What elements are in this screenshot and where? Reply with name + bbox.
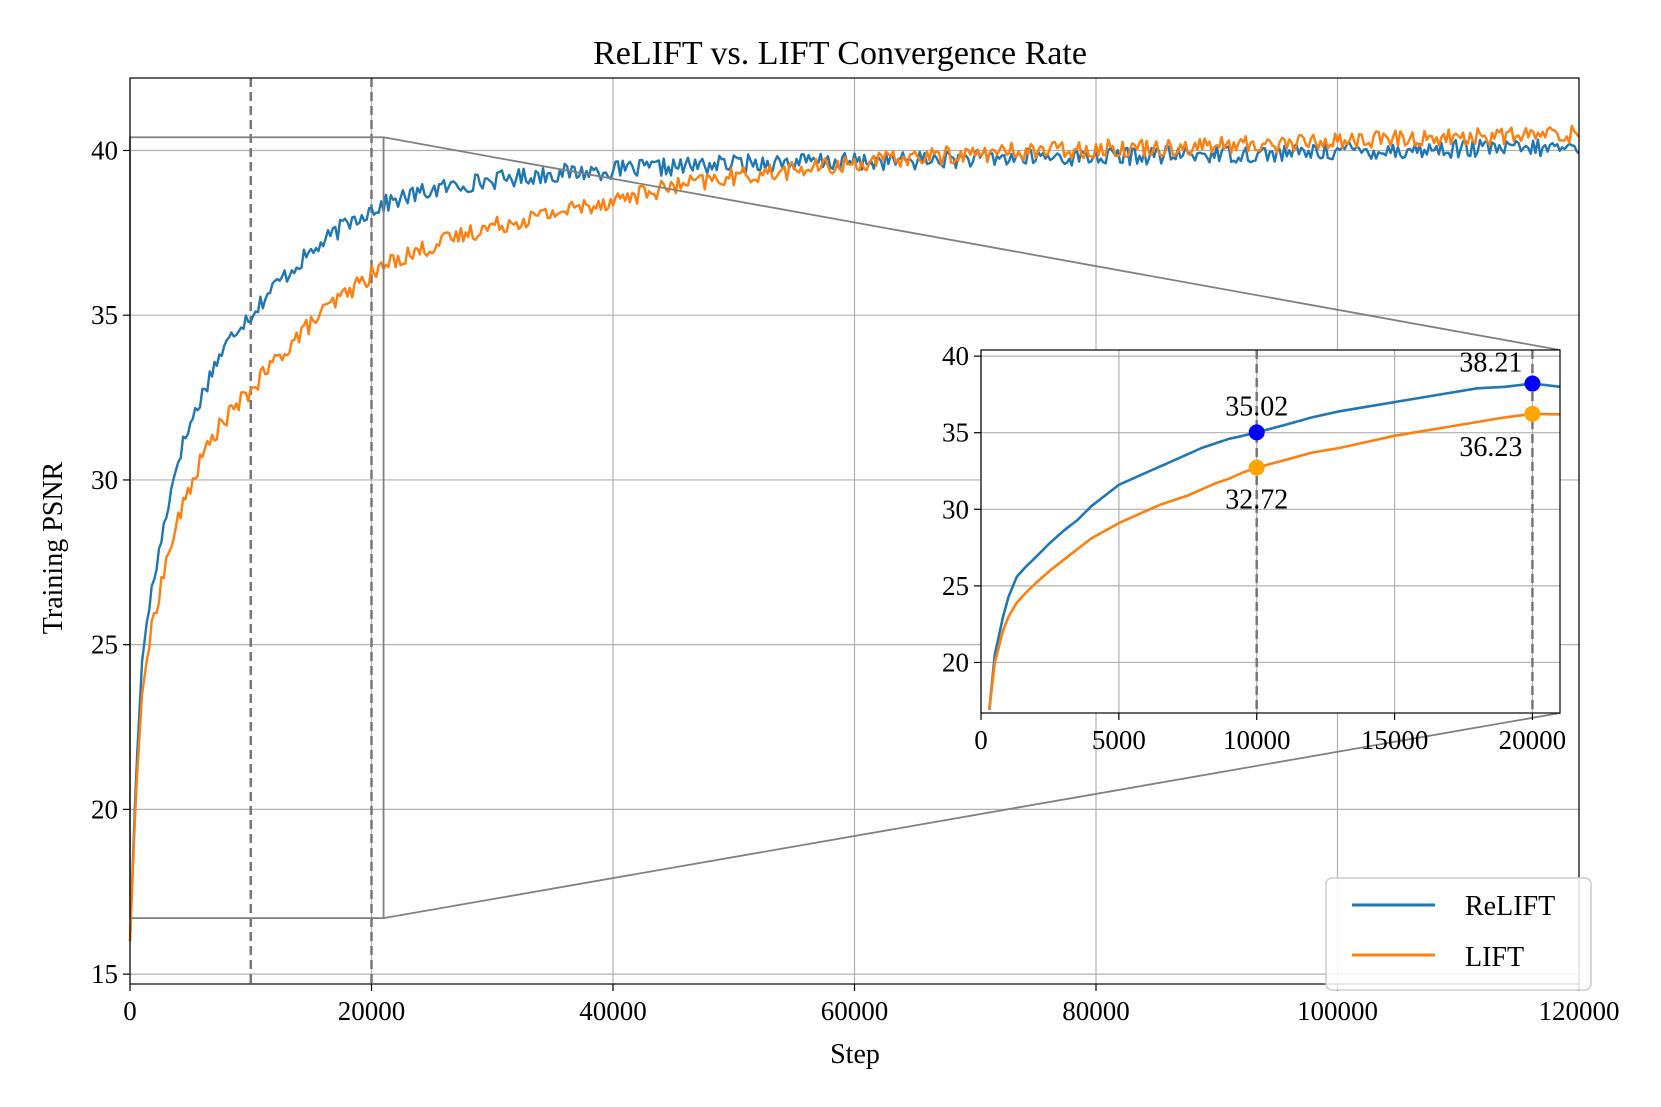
annotation-point-lift bbox=[1524, 405, 1541, 422]
legend-label-relift: ReLIFT bbox=[1465, 891, 1555, 922]
annotation-point-relift bbox=[1248, 424, 1265, 441]
main-y-tick-label: 20 bbox=[91, 794, 118, 824]
main-x-tick-label: 80000 bbox=[1062, 996, 1130, 1026]
main-y-tick-labels: 15 20 25 30 35 40 bbox=[91, 135, 130, 989]
annotation-point-lift bbox=[1248, 459, 1265, 476]
inset-y-tick-label: 35 bbox=[942, 418, 969, 448]
main-y-tick-label: 40 bbox=[91, 135, 118, 165]
inset-y-tick-labels: 20 25 30 35 40 bbox=[942, 341, 981, 677]
annotation-label: 32.72 bbox=[1225, 485, 1288, 516]
inset-x-tick-labels: 0 5000 10000 15000 20000 bbox=[974, 713, 1566, 755]
series-line-lift bbox=[128, 124, 1580, 942]
inset-zoom-chart: 35.02 32.72 38.21 36.23 0 5000 10000 15000 2000… bbox=[942, 341, 1566, 755]
series-line-relift bbox=[128, 138, 1580, 942]
inset-background bbox=[981, 350, 1560, 713]
inset-y-tick-label: 20 bbox=[942, 647, 969, 677]
inset-series-line-lift bbox=[988, 412, 1561, 711]
main-x-tick-label: 20000 bbox=[338, 996, 406, 1026]
legend-label-lift: LIFT bbox=[1465, 942, 1524, 973]
main-x-tick-label: 40000 bbox=[579, 996, 647, 1026]
zoom-connector-top bbox=[383, 136, 1561, 351]
x-axis-label: Step bbox=[830, 1039, 880, 1070]
inset-annotation-points: 35.02 32.72 38.21 36.23 bbox=[1225, 348, 1541, 516]
y-axis-label: Training PSNR bbox=[38, 461, 69, 634]
inset-x-tick-label: 20000 bbox=[1499, 725, 1567, 755]
main-x-tick-label: 0 bbox=[123, 996, 137, 1026]
zoom-connector-bottom bbox=[383, 712, 1561, 919]
main-x-tick-label: 120000 bbox=[1539, 996, 1620, 1026]
chart-title: ReLIFT vs. LIFT Convergence Rate bbox=[593, 35, 1087, 72]
annotation-point-relift bbox=[1524, 375, 1541, 392]
legend: ReLIFT LIFT bbox=[1325, 877, 1592, 991]
inset-x-tick-label: 10000 bbox=[1223, 725, 1291, 755]
main-vertical-markers bbox=[249, 78, 373, 984]
main-y-tick-label: 25 bbox=[91, 630, 118, 660]
main-x-tick-label: 60000 bbox=[821, 996, 889, 1026]
inset-series-lines bbox=[988, 382, 1561, 711]
annotation-label: 36.23 bbox=[1459, 432, 1522, 463]
inset-y-tick-label: 25 bbox=[942, 571, 969, 601]
annotation-label: 38.21 bbox=[1459, 348, 1522, 379]
inset-series-line-relift bbox=[988, 382, 1561, 711]
inset-x-tick-label: 15000 bbox=[1361, 725, 1429, 755]
inset-plot-frame bbox=[980, 349, 1561, 714]
main-y-tick-label: 30 bbox=[91, 465, 118, 495]
main-y-tick-label: 15 bbox=[91, 959, 118, 989]
main-series-lines bbox=[128, 124, 1580, 942]
main-y-tick-label: 35 bbox=[91, 300, 118, 330]
inset-x-tick-label: 0 bbox=[974, 725, 988, 755]
main-x-tick-labels: 0 20000 40000 60000 80000 100000 120000 bbox=[123, 984, 1620, 1026]
annotation-label: 35.02 bbox=[1225, 391, 1288, 422]
inset-y-tick-label: 30 bbox=[942, 494, 969, 524]
inset-y-tick-label: 40 bbox=[942, 341, 969, 371]
main-x-tick-label: 100000 bbox=[1297, 996, 1378, 1026]
inset-x-tick-label: 5000 bbox=[1092, 725, 1146, 755]
